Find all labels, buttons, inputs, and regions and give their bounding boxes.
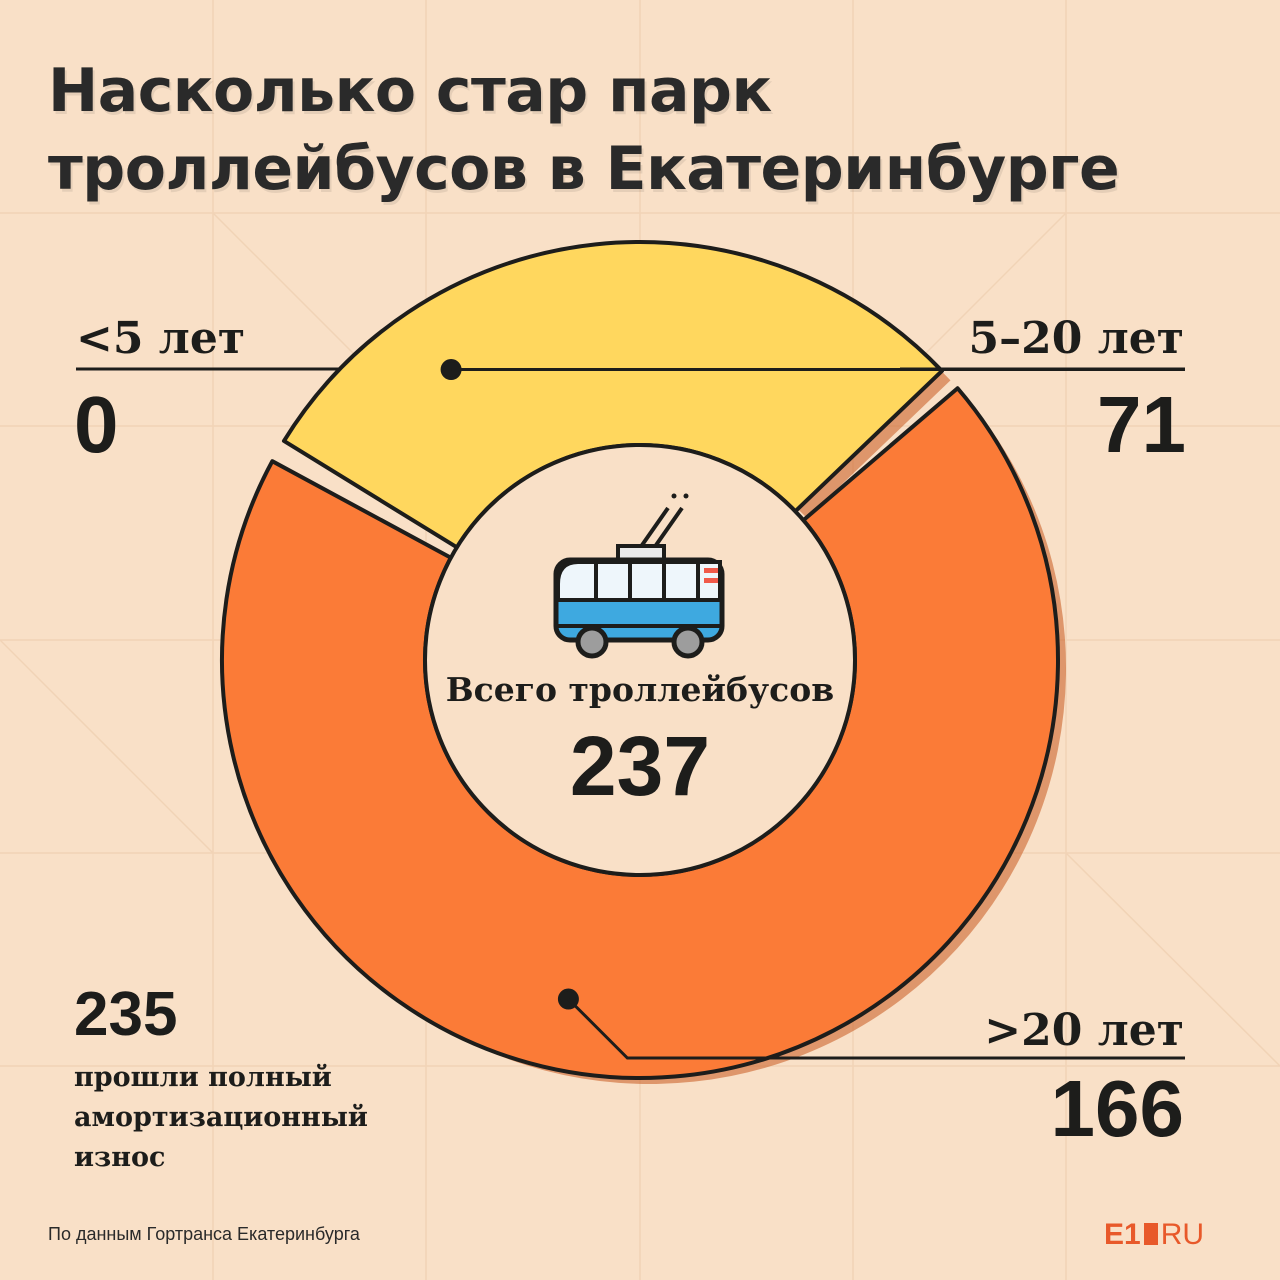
label-mid-value: 71	[1097, 380, 1186, 469]
donut-hole	[423, 443, 857, 877]
trolleybus-icon	[553, 493, 725, 659]
label-under5-value: 0	[74, 380, 119, 469]
label-over20-value: 166	[1050, 1064, 1184, 1153]
page-title: Насколько стар парк троллейбусов в Екате…	[48, 56, 1120, 204]
label-over20-category: >20 лет	[984, 1005, 1184, 1056]
logo-ru: RU	[1160, 1218, 1205, 1251]
note-text: прошли полный амортизационный износ	[74, 1062, 368, 1173]
logo-square	[1143, 1223, 1158, 1245]
e1-logo[interactable]: E1 RU	[1104, 1218, 1204, 1252]
center-total: 237	[569, 719, 711, 813]
center-title: Всего троллейбусов	[445, 670, 835, 709]
logo-e1: E1	[1104, 1218, 1141, 1251]
source-note: По данным Гортранса Екатеринбурга	[48, 1224, 360, 1244]
label-under5-category: <5 лет	[76, 313, 246, 364]
label-mid-category: 5–20 лет	[968, 313, 1184, 364]
note-number: 235	[74, 980, 178, 1049]
